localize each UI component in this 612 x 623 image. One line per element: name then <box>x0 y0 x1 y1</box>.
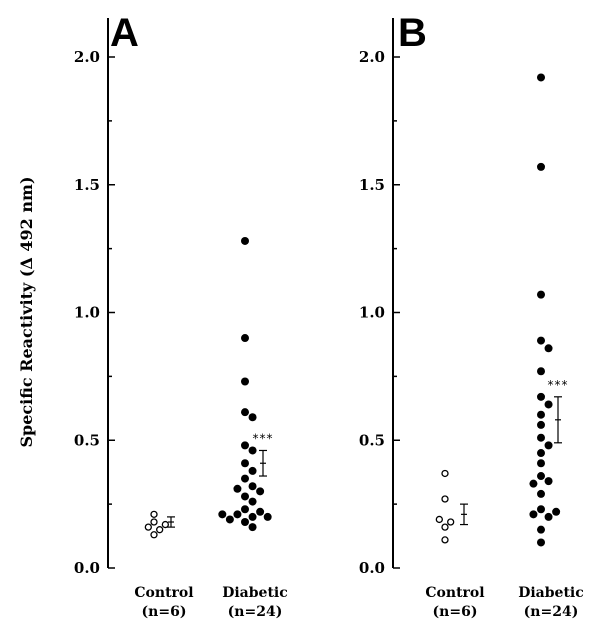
significance-label: *** <box>548 378 569 392</box>
control-data-point <box>441 523 449 531</box>
y-tick-label: 1.0 <box>359 304 385 322</box>
control-data-point <box>156 526 164 534</box>
category-count-label: (n=24) <box>228 604 283 620</box>
y-tick-label: 1.0 <box>74 304 100 322</box>
diabetic-data-point <box>537 489 545 498</box>
diabetic-data-point <box>241 334 249 343</box>
y-tick-label: 0.5 <box>74 431 100 449</box>
diabetic-data-point <box>537 538 545 547</box>
diabetic-data-point <box>256 487 265 496</box>
diabetic-data-point <box>248 413 257 422</box>
control-data-point <box>150 518 158 526</box>
diabetic-data-point <box>537 336 545 345</box>
control-data-point <box>447 518 455 526</box>
control-data-point <box>441 469 449 478</box>
panel-label-b: B <box>398 11 427 55</box>
diabetic-data-point <box>537 392 545 401</box>
diabetic-data-point <box>552 507 561 516</box>
diabetic-data-point <box>248 446 257 455</box>
diabetic-data-point <box>233 510 242 519</box>
diabetic-data-point <box>537 433 545 442</box>
diabetic-data-point <box>544 477 553 486</box>
diabetic-data-point <box>248 497 257 506</box>
category-label: Control <box>134 585 193 601</box>
diabetic-data-point <box>537 459 545 468</box>
y-tick-label: 0.0 <box>74 559 100 577</box>
diabetic-data-point <box>544 344 553 353</box>
diabetic-data-point <box>529 510 538 519</box>
diabetic-data-point <box>537 367 545 376</box>
diabetic-data-point <box>537 162 545 171</box>
y-tick-label: 2.0 <box>74 48 100 66</box>
category-label: Control <box>425 585 484 601</box>
diabetic-data-point <box>537 505 545 514</box>
diabetic-data-point <box>233 484 242 493</box>
diabetic-data-point <box>241 492 249 501</box>
diabetic-data-point <box>241 377 249 386</box>
significance-label: *** <box>253 431 274 445</box>
diabetic-data-point <box>241 441 249 450</box>
panel-label-a: A <box>110 11 139 55</box>
diabetic-data-point <box>537 290 545 299</box>
control-data-point <box>150 531 158 539</box>
control-data-point <box>161 520 169 529</box>
diabetic-data-point <box>248 512 257 521</box>
y-tick-label: 1.5 <box>359 176 385 194</box>
diabetic-data-point <box>537 449 545 458</box>
control-data-point <box>441 495 449 503</box>
diabetic-data-point <box>537 73 545 82</box>
diabetic-data-point <box>544 512 553 521</box>
control-data-point <box>435 515 443 524</box>
diabetic-data-point <box>241 474 249 483</box>
diabetic-data-point <box>241 518 249 527</box>
diabetic-data-point <box>537 472 545 481</box>
y-tick-label: 0.5 <box>359 431 385 449</box>
diabetic-data-point <box>256 507 265 516</box>
control-data-point <box>150 510 158 518</box>
diabetic-data-point <box>537 410 545 419</box>
y-axis-label: Specific Reactivity (Δ 492 nm) <box>17 176 36 447</box>
category-label: Diabetic <box>222 585 288 601</box>
diabetic-data-point <box>225 515 234 524</box>
diabetic-data-point <box>544 441 553 450</box>
y-tick-label: 2.0 <box>359 48 385 66</box>
diabetic-data-point <box>544 400 553 409</box>
diabetic-data-point <box>537 525 545 534</box>
diabetic-data-point <box>241 459 249 468</box>
diabetic-data-point <box>218 510 227 519</box>
diabetic-data-point <box>537 420 545 429</box>
diabetic-data-point <box>241 505 249 514</box>
category-label: Diabetic <box>518 585 584 601</box>
category-count-label: (n=24) <box>524 604 579 620</box>
y-tick-label: 0.0 <box>359 559 385 577</box>
diabetic-data-point <box>263 512 272 521</box>
y-tick-label: 1.5 <box>74 176 100 194</box>
diabetic-data-point <box>248 523 257 532</box>
category-count-label: (n=6) <box>433 604 478 620</box>
control-data-point <box>144 523 152 531</box>
control-data-point <box>441 536 449 544</box>
diabetic-data-point <box>248 482 257 491</box>
diabetic-data-point <box>248 466 257 475</box>
diabetic-data-point <box>241 236 249 245</box>
diabetic-data-point <box>241 408 249 417</box>
diabetic-data-point <box>529 479 538 488</box>
category-count-label: (n=6) <box>142 604 187 620</box>
